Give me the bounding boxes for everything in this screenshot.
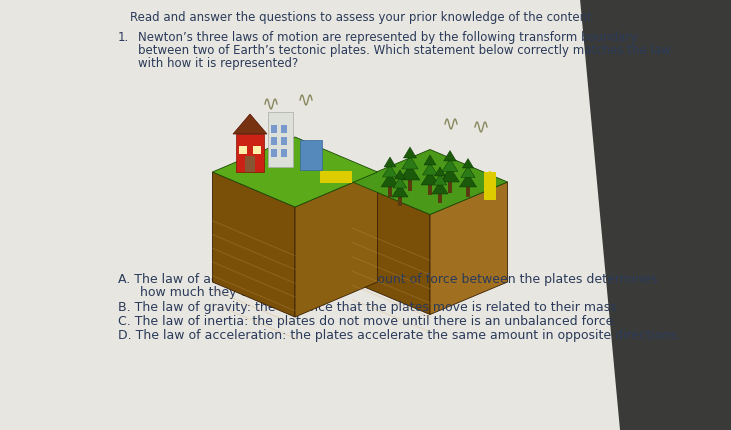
Bar	[281, 150, 287, 158]
Polygon shape	[352, 150, 507, 215]
Bar	[253, 147, 261, 155]
Bar	[281, 126, 287, 134]
Bar	[236, 135, 264, 172]
Bar	[428, 186, 432, 196]
Text: 1.: 1.	[118, 31, 129, 44]
Bar	[239, 147, 247, 155]
Text: with how it is represented?: with how it is represented?	[138, 57, 298, 70]
Polygon shape	[423, 164, 437, 175]
Polygon shape	[295, 172, 377, 317]
Polygon shape	[382, 166, 398, 178]
Bar	[320, 172, 352, 184]
Polygon shape	[404, 147, 417, 159]
Polygon shape	[421, 172, 439, 186]
Polygon shape	[213, 138, 377, 208]
Bar	[271, 138, 277, 146]
Polygon shape	[580, 0, 731, 430]
Bar	[268, 113, 293, 168]
Polygon shape	[352, 183, 430, 315]
Polygon shape	[432, 182, 448, 194]
Text: between two of Earth’s tectonic plates. Which statement below correctly matches : between two of Earth’s tectonic plates. …	[138, 44, 671, 57]
Polygon shape	[393, 178, 406, 189]
Bar	[281, 138, 287, 146]
Bar	[408, 181, 412, 191]
Polygon shape	[430, 183, 507, 315]
Text: C. The law of inertia: the plates do not move until there is an unbalanced force: C. The law of inertia: the plates do not…	[118, 314, 618, 327]
Bar	[466, 187, 470, 197]
Polygon shape	[400, 165, 420, 181]
Polygon shape	[435, 168, 445, 177]
Bar	[271, 150, 277, 158]
Text: how much they will move.: how much they will move.	[140, 286, 304, 298]
Polygon shape	[395, 171, 406, 180]
Bar	[448, 183, 452, 193]
Polygon shape	[213, 172, 295, 317]
Polygon shape	[442, 160, 458, 172]
Bar	[300, 141, 322, 171]
Polygon shape	[462, 159, 474, 169]
Polygon shape	[233, 115, 267, 135]
Polygon shape	[460, 174, 477, 187]
Text: D. The law of acceleration: the plates accelerate the same amount in opposite di: D. The law of acceleration: the plates a…	[118, 328, 681, 341]
Polygon shape	[461, 167, 475, 178]
Text: Read and answer the questions to assess your prior knowledge of the content.: Read and answer the questions to assess …	[130, 11, 596, 24]
Polygon shape	[381, 174, 399, 187]
Polygon shape	[402, 157, 418, 169]
Bar	[388, 187, 392, 197]
Polygon shape	[424, 156, 436, 166]
Bar	[484, 172, 496, 200]
Text: A. The law of action and reaction: the amount of force between the plates determ: A. The law of action and reaction: the a…	[118, 272, 657, 286]
Polygon shape	[444, 151, 456, 162]
Polygon shape	[392, 185, 408, 197]
Polygon shape	[433, 175, 447, 186]
Bar	[245, 157, 255, 172]
Bar	[398, 197, 402, 206]
Text: B. The law of gravity: the distance that the plates move is related to their mas: B. The law of gravity: the distance that…	[118, 300, 621, 313]
Text: Newton’s three laws of motion are represented by the following transform boundar: Newton’s three laws of motion are repres…	[138, 31, 637, 44]
Polygon shape	[441, 168, 460, 183]
Bar	[438, 194, 442, 203]
Polygon shape	[384, 158, 396, 168]
Bar	[271, 126, 277, 134]
